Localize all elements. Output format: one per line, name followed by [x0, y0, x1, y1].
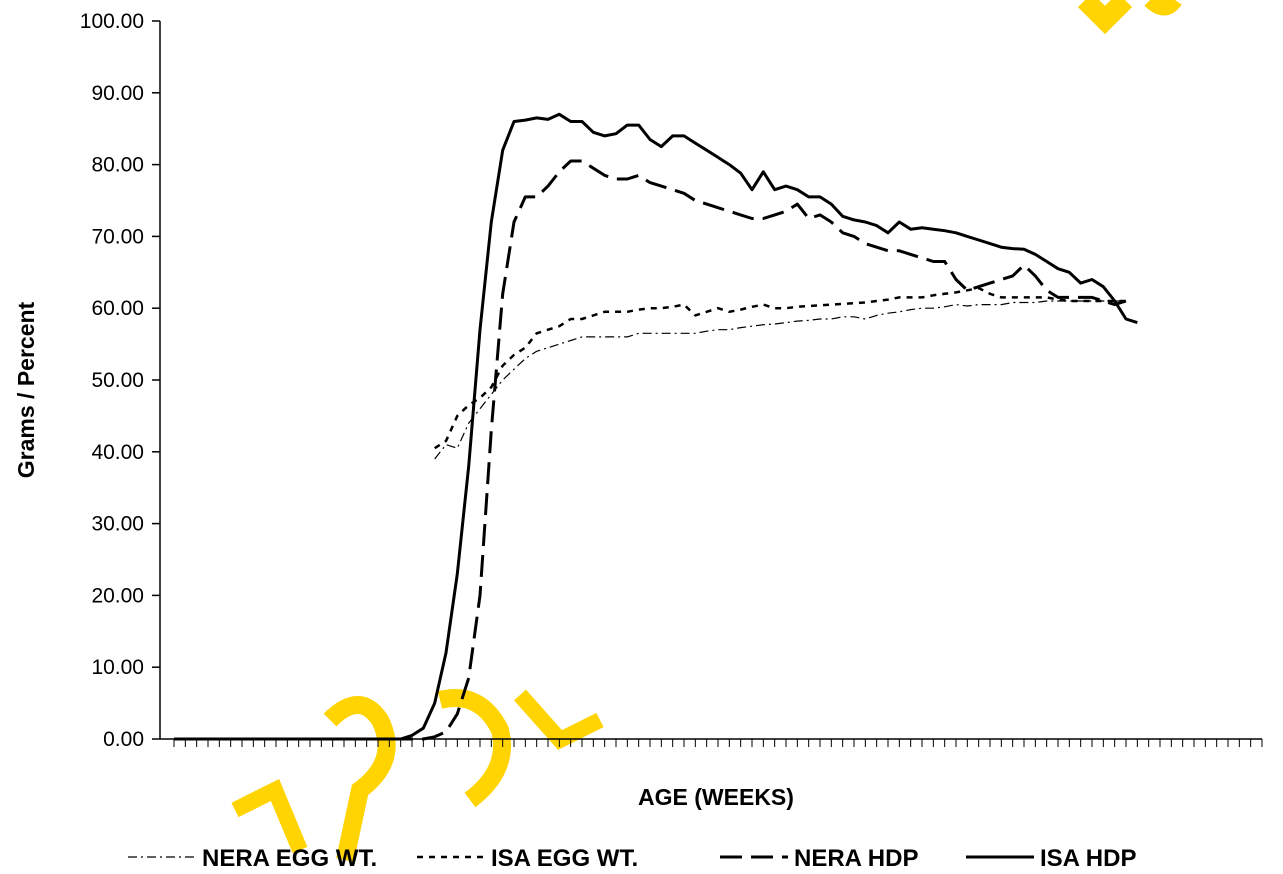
x-axis-title: AGE (WEEKS) — [638, 784, 794, 810]
y-tick-label: 50.00 — [91, 369, 144, 392]
chart-series — [174, 112, 1138, 741]
y-tick-label: 90.00 — [91, 82, 144, 105]
y-tick-label: 100.00 — [80, 10, 144, 33]
y-tick-label: 80.00 — [91, 154, 144, 177]
watermark-stroke — [437, 689, 511, 808]
y-axis-title: Grams / Percent — [13, 301, 39, 478]
legend-label: ISA HDP — [1040, 845, 1136, 872]
legend-label: NERA HDP — [794, 845, 918, 872]
y-tick-label: 20.00 — [91, 584, 144, 607]
y-tick-label: 60.00 — [91, 297, 144, 320]
series-line-nera-egg-wt — [434, 300, 1126, 460]
y-tick-label: 40.00 — [91, 441, 144, 464]
legend-label: NERA EGG WT. — [202, 845, 377, 872]
y-tick-label: 10.00 — [91, 656, 144, 679]
series-line-isa-hdp — [174, 112, 1138, 741]
watermark — [231, 0, 1182, 862]
watermark-stroke — [231, 779, 308, 854]
x-axis-ticks — [173, 739, 1263, 747]
legend-label: ISA EGG WT. — [491, 845, 638, 872]
chart-legend: NERA EGG WT. ISA EGG WT. NERA HDP ISA HDP — [128, 845, 1136, 872]
y-tick-label: 70.00 — [91, 225, 144, 248]
y-tick-label: 0.00 — [103, 728, 144, 751]
series-line-isa-egg-wt — [434, 286, 1126, 450]
watermark-stroke — [1144, 0, 1182, 16]
y-axis-ticks: 0.00 10.00 20.00 30.00 40.00 50.00 60.00 70.00 8… — [80, 10, 160, 751]
watermark-stroke — [323, 696, 396, 862]
y-tick-label: 30.00 — [91, 513, 144, 536]
watermark-stroke — [1077, 0, 1133, 35]
watermark-stroke — [514, 689, 604, 750]
series-line-nera-hdp — [174, 159, 1127, 741]
chart-axes — [159, 21, 1262, 740]
